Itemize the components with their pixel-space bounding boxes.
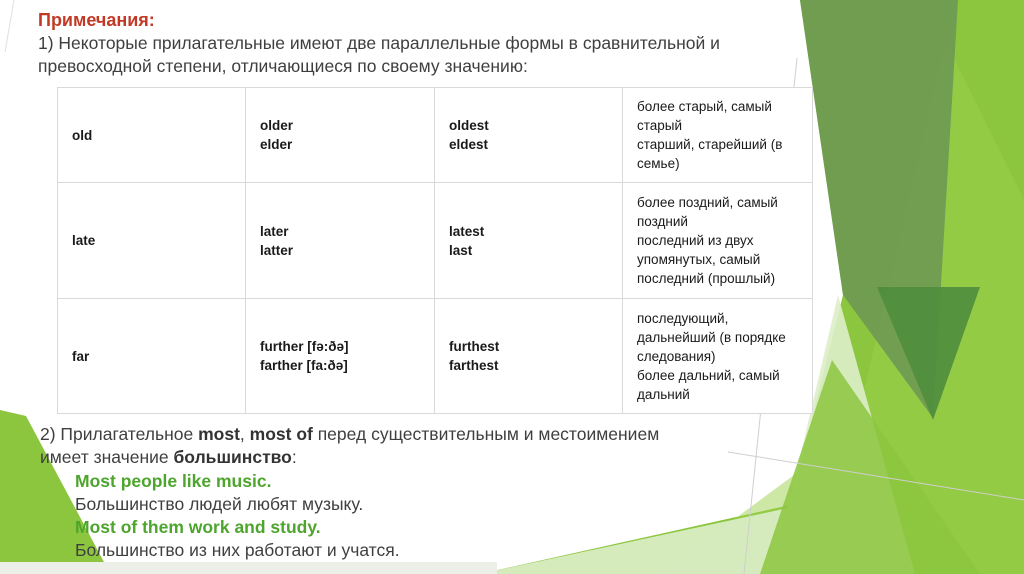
example-russian: Большинство из них работают и учатся. — [75, 540, 400, 561]
note2-bold-bolshinstvo: большинство — [173, 447, 292, 468]
example-english: Most people like music. — [75, 470, 272, 491]
notes-header: Примечания: 1) Некоторые прилагательные … — [38, 8, 818, 78]
cell-superlative: furthest farthest — [434, 298, 623, 414]
example-russian: Большинство людей любят музыку. — [75, 493, 364, 514]
cell-superlative: latest last — [434, 182, 623, 299]
cell-comparative: further [fə:ðə] farther [fa:ðə] — [245, 298, 435, 414]
example-english: Most of them work and study. — [75, 517, 321, 538]
note2-text: , — [239, 424, 250, 444]
note2-line-2: имеет значение большинство: — [40, 446, 780, 469]
note2-line-1: 2) Прилагательное most, most of перед су… — [40, 423, 780, 446]
cell-meaning: более старый, самый старый старший, стар… — [622, 87, 813, 183]
table-row: far further [fə:ðə] farther [fa:ðə] furt… — [57, 298, 813, 414]
note2-bold-most: most — [198, 424, 240, 444]
note2-block: 2) Прилагательное most, most of перед су… — [40, 423, 780, 563]
note2-text: 2) Прилагательное — [40, 424, 199, 444]
note2-bold-most-of: most of — [249, 424, 313, 444]
notes-title: Примечания: — [38, 10, 155, 30]
cell-meaning: последующий, дальнейший (в порядке следо… — [622, 298, 813, 414]
cell-meaning: более поздний, самый поздний последний и… — [622, 182, 813, 299]
cell-superlative: oldest eldest — [434, 87, 623, 183]
note1-line-2: превосходной степени, отличающиеся по св… — [38, 56, 528, 76]
adjective-forms-table: old older elder oldest eldest более стар… — [57, 87, 813, 414]
table-row: late later latter latest last более позд… — [57, 182, 813, 299]
cell-word: far — [57, 298, 246, 414]
cell-comparative: later latter — [245, 182, 435, 299]
cell-word: late — [57, 182, 246, 299]
note1-line-1: 1) Некоторые прилагательные имеют две па… — [38, 33, 720, 53]
examples: Most people like music. Большинство люде… — [75, 470, 780, 563]
cell-comparative: older elder — [245, 87, 435, 183]
table-row: old older elder oldest eldest более стар… — [57, 87, 813, 183]
note2-text: перед существительным и местоимением — [312, 424, 660, 444]
note2-text: : — [291, 447, 297, 468]
note2-text: имеет значение — [40, 447, 174, 468]
cell-word: old — [57, 87, 246, 183]
